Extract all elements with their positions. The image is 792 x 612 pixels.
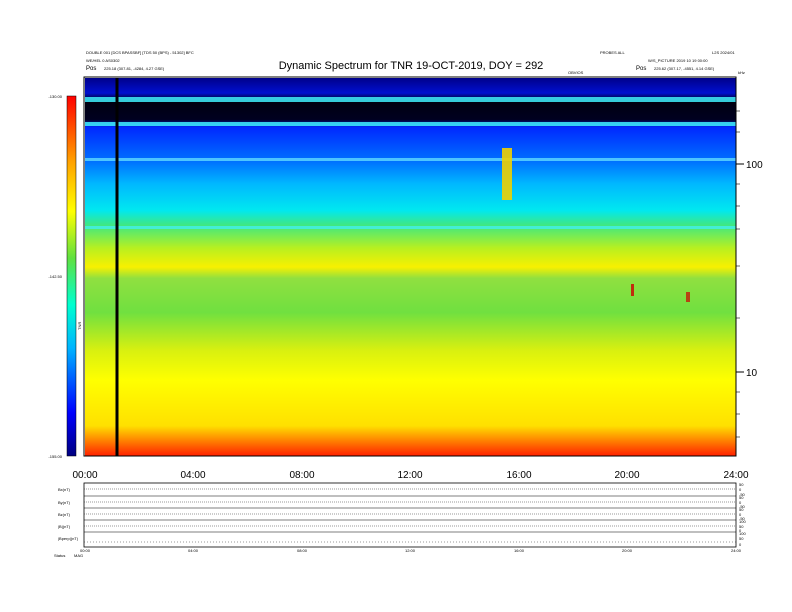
- mag-right-label: -50: [739, 504, 746, 509]
- time-axis: 00:00 04:00 08:00 12:00 16:00 20:00 24:0…: [72, 470, 748, 481]
- time-label: 04:00: [180, 470, 205, 481]
- mag-right-label: 100: [739, 519, 746, 524]
- colorbar-unit-label: TNR: [77, 322, 82, 330]
- mag-time-label: 04:00: [188, 548, 199, 553]
- mag-panels: Bx(nT) By(nT) Bz(nT) |B|(nT) |Bperp|(nT)…: [54, 482, 746, 558]
- time-label: 16:00: [506, 470, 531, 481]
- spot-feature-2: [686, 292, 690, 302]
- spot-feature-1: [631, 284, 634, 296]
- frequency-axis: 100 10: [736, 110, 763, 438]
- mag-right-label: -50: [739, 516, 746, 521]
- header-right-line1: PROBES ALL: [600, 50, 625, 55]
- spectrogram-background: [85, 78, 736, 456]
- mag-time-label: 12:00: [405, 548, 416, 553]
- mag-label-by: By(nT): [58, 500, 71, 505]
- colorbar-mid-label: -142.50: [48, 274, 62, 279]
- mag-right-label: 0: [739, 512, 742, 517]
- chart-title: Dynamic Spectrum for TNR 19-OCT-2019, DO…: [279, 60, 544, 72]
- time-label: 08:00: [289, 470, 314, 481]
- colorbar-max-label: -130.00: [48, 94, 62, 99]
- mag-right-label: 100: [739, 531, 746, 536]
- freq-unit-label: kHz: [738, 70, 745, 75]
- header-left-line2: WE/HEL 0 AS0302: [86, 58, 120, 63]
- time-label: 12:00: [397, 470, 422, 481]
- mag-right-label: 50: [739, 536, 744, 541]
- time-label: 00:00: [72, 470, 97, 481]
- mag-right-label: 0: [739, 542, 742, 547]
- spectral-band-4: [85, 226, 736, 229]
- freq-label-100: 100: [746, 160, 763, 171]
- spectral-band-3: [85, 158, 736, 161]
- mag-time-label: 16:00: [514, 548, 525, 553]
- header-right-pos-value: 225.62 (307.17, -4551, 4.14 GSE): [654, 66, 715, 71]
- colorbar-min-label: -155.00: [48, 454, 62, 459]
- mag-right-label: 50: [739, 482, 744, 487]
- spectral-band-1: [85, 97, 736, 102]
- mag-right-label: 0: [739, 528, 742, 533]
- mag-time-label: 24:00: [731, 548, 742, 553]
- spectrogram-panel: [83, 76, 737, 457]
- mag-right-label: 50: [739, 495, 744, 500]
- header-left-pos-value: 225.18 (307.81, -4284, 4.27 GSE): [104, 66, 165, 71]
- mag-right-label: -50: [739, 492, 746, 497]
- spectral-band-2: [85, 122, 736, 126]
- footer-mag: MAG: [74, 553, 83, 558]
- mag-time-label: 20:00: [622, 548, 633, 553]
- mag-right-label: 0: [739, 500, 742, 505]
- time-label: 24:00: [723, 470, 748, 481]
- mag-label-bperp: |Bperp|(nT): [58, 536, 79, 541]
- header-left-pos-label: Pos: [86, 66, 96, 72]
- mag-time-label: 08:00: [297, 548, 308, 553]
- spectrogram-frame: [83, 76, 737, 457]
- header-left-line1: DOUBLE 001 [DCS BPASSBF] [TDS 50 (BPS) -…: [86, 50, 194, 55]
- header-far-right-top: L2S 2024/01: [712, 50, 735, 55]
- mag-label-bz: Bz(nT): [58, 512, 71, 517]
- header-right-pos-label: Pos: [636, 66, 646, 72]
- mag-frame: [83, 482, 737, 548]
- header-right-line2: W/S_PICTURE 2019 10 19 00:00: [648, 58, 708, 63]
- burst-feature: [502, 148, 512, 200]
- mag-label-bx: Bx(nT): [58, 487, 71, 492]
- mag-right-label: 50: [739, 507, 744, 512]
- mag-right-label: 50: [739, 524, 744, 529]
- time-label: 20:00: [614, 470, 639, 481]
- mag-time-label: 00:00: [80, 548, 91, 553]
- mark-label: OBVIOS: [568, 70, 584, 75]
- mag-right-label: 0: [739, 487, 742, 492]
- colorbar: [66, 95, 77, 457]
- footer-status: Status: [54, 553, 65, 558]
- freq-label-10: 10: [746, 368, 758, 379]
- mag-label-b: |B|(nT): [58, 524, 71, 529]
